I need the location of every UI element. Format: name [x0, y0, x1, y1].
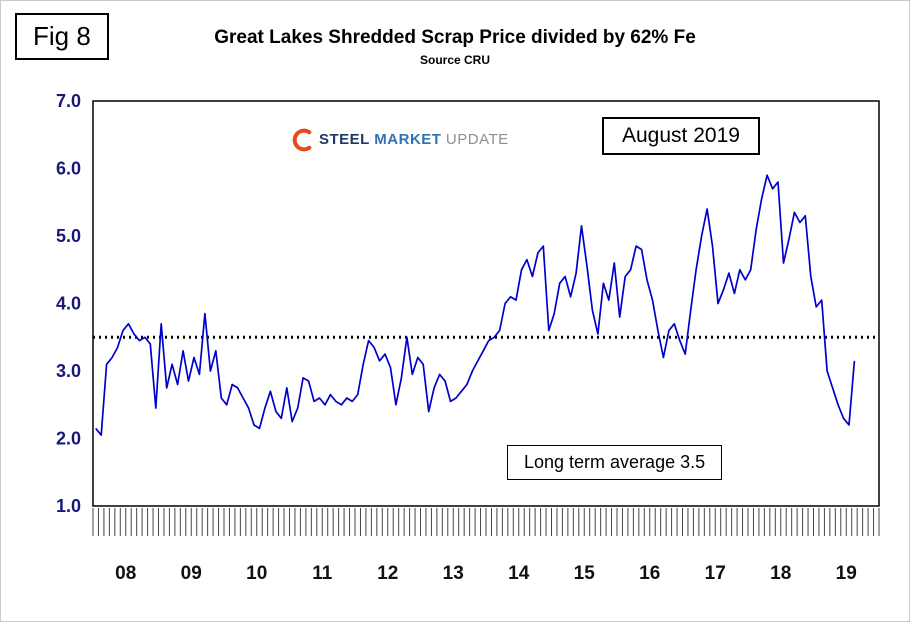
x-year-label: 16: [639, 563, 660, 584]
y-tick-label: 7.0: [56, 91, 81, 111]
smu-logo-word-market: MARKET: [374, 131, 442, 148]
chart-title: Great Lakes Shredded Scrap Price divided…: [214, 27, 696, 48]
smu-logo-word-steel: STEEL: [319, 131, 370, 148]
x-year-label: 18: [770, 563, 791, 584]
figure-label-box: Fig 8: [15, 13, 109, 60]
x-year-label: 17: [705, 563, 726, 584]
month-ticks: [92, 508, 880, 536]
smu-logo: STEEL MARKET UPDATE: [289, 127, 509, 153]
y-tick-label: 3.0: [56, 361, 81, 381]
x-year-label: 13: [443, 563, 464, 584]
y-tick-label: 2.0: [56, 429, 81, 449]
smu-logo-word-update: UPDATE: [445, 131, 509, 148]
x-year-label: 19: [836, 563, 857, 584]
date-annotation-box: August 2019: [602, 117, 760, 155]
y-tick-label: 6.0: [56, 159, 81, 179]
smu-logo-swoosh-icon: [289, 127, 315, 153]
x-year-label: 10: [246, 563, 267, 584]
x-year-label: 14: [508, 563, 530, 584]
price-line: [95, 174, 856, 436]
x-year-label: 15: [574, 563, 596, 584]
long-term-average-annotation-box: Long term average 3.5: [507, 445, 723, 480]
y-tick-label: 1.0: [56, 496, 81, 516]
y-tick-label: 4.0: [56, 294, 81, 314]
plot-frame: [92, 100, 880, 507]
x-year-label: 12: [377, 563, 398, 584]
x-year-label: 08: [115, 563, 136, 584]
figure-label: Fig 8: [33, 21, 91, 51]
x-year-label: 09: [181, 563, 202, 584]
x-year-label: 11: [312, 563, 333, 584]
chart-subtitle: Source CRU: [419, 53, 490, 67]
y-tick-label: 5.0: [56, 226, 81, 246]
